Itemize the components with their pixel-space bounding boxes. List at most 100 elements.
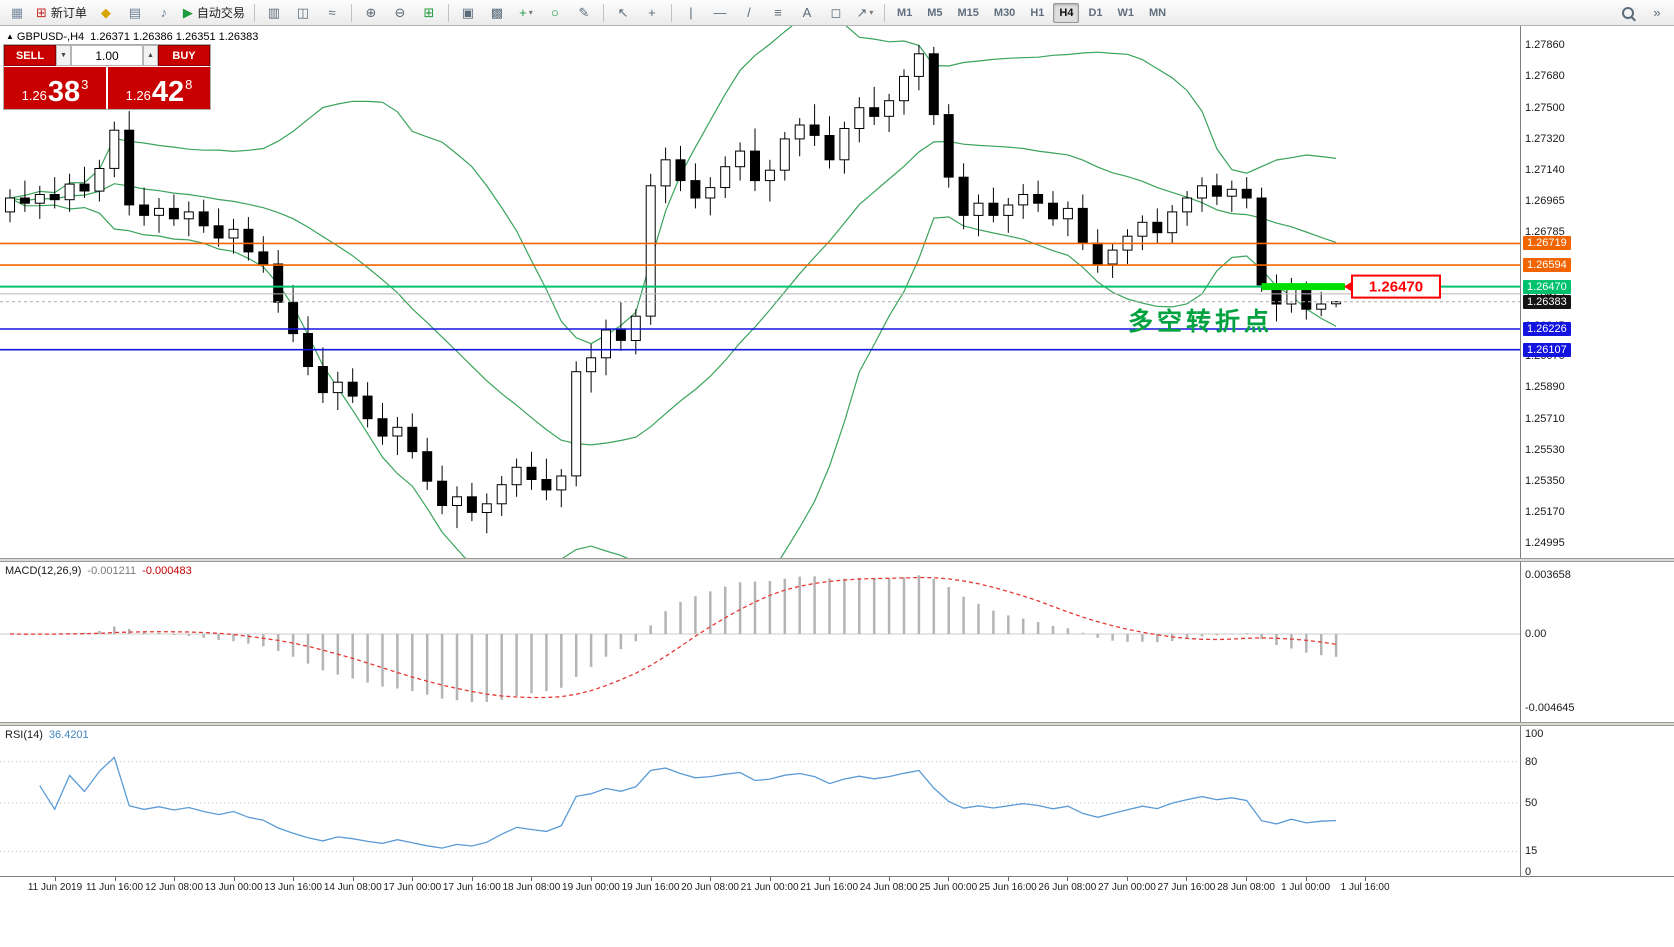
time-tick (352, 877, 354, 881)
template-edit-icon[interactable]: ✎ (578, 4, 590, 20)
macd-axis[interactable]: 0.003658 0.00 -0.004645 (1520, 562, 1674, 722)
autotrading-button[interactable]: ▶ 自动交易 (182, 4, 245, 21)
chart-title: ▲ GBPUSD-,H4 1.26371 1.26386 1.26351 1.263… (6, 31, 258, 43)
toolbar-separator (253, 3, 255, 22)
rsi-tick-label: 50 (1525, 797, 1538, 809)
fibonacci-icon[interactable]: ≡ (774, 5, 782, 20)
price-axis[interactable]: 1.27860 1.27680 1.27500 1.27320 1.27140 1.269… (1520, 26, 1674, 558)
time-tick (174, 877, 176, 881)
rsi-panel[interactable]: RSI(14) 36.4201 (0, 726, 1520, 876)
time-label: 21 Jun 00:00 (740, 882, 799, 893)
price-tick-label: 1.27500 (1525, 101, 1565, 114)
time-label: 1 Jul 00:00 (1281, 882, 1331, 893)
toolbar-separator (350, 3, 352, 22)
panel-separator[interactable] (0, 558, 1674, 562)
arrows-icon[interactable]: ↗ ▾ (856, 4, 874, 20)
time-label: 25 Jun 00:00 (919, 882, 978, 893)
data-window-icon[interactable]: ▤ (128, 4, 142, 20)
new-order-button[interactable]: ⊞ 新订单 (36, 4, 87, 21)
time-label: 21 Jun 16:00 (800, 882, 859, 893)
line-chart-icon[interactable]: ≈ (328, 5, 336, 20)
sell-price-button[interactable]: 1.26 38 3 (4, 67, 106, 109)
timeframe-m30-button[interactable]: M30 (993, 6, 1016, 19)
time-tick (829, 877, 831, 881)
cursor-icon[interactable]: ↖ (617, 4, 629, 20)
time-label: 28 Jun 08:00 (1217, 882, 1275, 893)
horizontal-line-icon[interactable]: — (713, 5, 727, 20)
text-label-icon[interactable]: ◻ (830, 4, 842, 20)
price-tick-label: 1.27680 (1525, 70, 1565, 83)
price-badge-1.26107: 1.26107 (1523, 342, 1571, 357)
search-icon[interactable] (1614, 2, 1642, 24)
grid-icon[interactable]: ⊞ (423, 4, 435, 20)
sell-button[interactable]: SELL (4, 45, 56, 66)
quick-nav-icon[interactable]: » (1653, 5, 1661, 20)
time-tick (233, 877, 235, 881)
panel-separator[interactable] (0, 722, 1674, 726)
panel-toggle-icon[interactable]: ▲ (6, 32, 14, 41)
candlestick-chart-icon[interactable]: ◫ (296, 4, 310, 20)
turning-point-annotation[interactable]: 多空转折点 (1128, 307, 1273, 336)
time-tick (55, 877, 56, 881)
time-label: 25 Jun 16:00 (978, 882, 1037, 893)
timeframe-m1-button[interactable]: M1 (896, 6, 913, 19)
price-tick-label: 1.26785 (1525, 225, 1565, 238)
period-clock-icon[interactable]: ○ (551, 5, 559, 20)
time-axis[interactable]: 11 Jun 2019 11 Jun 16:00 12 Jun 08:00 13 Ju… (0, 876, 1674, 900)
price-tick-label: 1.26965 (1525, 194, 1565, 207)
volume-increase-button[interactable]: ▲ (143, 45, 158, 66)
timeframe-w1-button[interactable]: W1 (1117, 6, 1135, 19)
price-tick-label: 1.25710 (1525, 412, 1565, 425)
time-label: 19 Jun 00:00 (562, 882, 620, 893)
bollinger-lower-band (9, 197, 1337, 558)
add-indicator-icon[interactable]: + ▾ (519, 5, 533, 20)
main-chart[interactable]: 多空转折点 1.26470 (0, 26, 1520, 558)
timeframe-h4-button[interactable]: H4 (1053, 2, 1080, 23)
metaeditor-icon[interactable]: ◆ (100, 4, 111, 20)
buy-price-sup: 8 (185, 77, 193, 92)
timeframe-d1-button[interactable]: D1 (1088, 6, 1103, 19)
buy-button[interactable]: BUY (158, 45, 210, 66)
vertical-line-icon[interactable]: | (689, 5, 693, 20)
rsi-value: 36.4201 (48, 729, 89, 741)
candlestick-series[interactable] (5, 45, 1342, 534)
time-tick (769, 877, 771, 881)
zoom-in-icon[interactable]: ⊕ (365, 4, 377, 20)
symbol-period-label: GBPUSD-,H4 (16, 31, 85, 43)
zoom-out-icon[interactable]: ⊖ (394, 4, 406, 20)
cascade-windows-icon[interactable]: ▩ (490, 4, 504, 20)
buy-price-button[interactable]: 1.26 42 8 (108, 67, 210, 109)
time-tick (1186, 877, 1188, 881)
timeframe-m15-button[interactable]: M15 (957, 6, 979, 19)
time-label: 20 Jun 08:00 (681, 882, 739, 893)
toolbar-separator (883, 3, 885, 22)
sound-alert-icon[interactable]: ♪ (160, 5, 168, 20)
rsi-tick-label: 15 (1525, 845, 1538, 858)
price-tick-label: 1.25890 (1525, 381, 1565, 394)
macd-panel[interactable]: MACD(12,26,9) -0.001211 -0.000483 (0, 562, 1520, 722)
timeframe-mn-button[interactable]: MN (1149, 6, 1167, 19)
text-icon[interactable]: A (802, 5, 812, 20)
timeframe-h1-button[interactable]: H1 (1030, 6, 1045, 19)
terminal-chart-icon[interactable]: ▦ (10, 4, 24, 20)
volume-decrease-button[interactable]: ▼ (56, 45, 71, 66)
price-label-text: 1.26470 (1369, 279, 1423, 296)
bollinger-middle-band (9, 140, 1337, 446)
time-label: 17 Jun 00:00 (383, 882, 442, 893)
rsi-axis[interactable]: 100 80 50 15 0 (1520, 726, 1674, 878)
turning-point-highlight[interactable] (1261, 283, 1345, 291)
price-label-box[interactable] (1351, 274, 1441, 299)
timeframe-m5-button[interactable]: M5 (927, 6, 943, 19)
tile-windows-icon[interactable]: ▣ (461, 4, 475, 20)
crosshair-icon[interactable]: + (648, 5, 656, 20)
price-badge-1.26226: 1.26226 (1523, 322, 1571, 336)
time-label: 14 Jun 08:00 (323, 882, 382, 893)
trendline-icon[interactable]: / (747, 5, 751, 20)
time-label: 18 Jun 08:00 (502, 882, 561, 893)
rsi-label: RSI(14) 36.4201 (5, 729, 89, 741)
volume-input[interactable] (71, 45, 143, 66)
time-label: 11 Jun 16:00 (86, 882, 144, 893)
buy-price-prefix: 1.26 (125, 88, 151, 103)
time-tick (531, 877, 533, 881)
bar-chart-icon[interactable]: ▥ (267, 4, 281, 20)
